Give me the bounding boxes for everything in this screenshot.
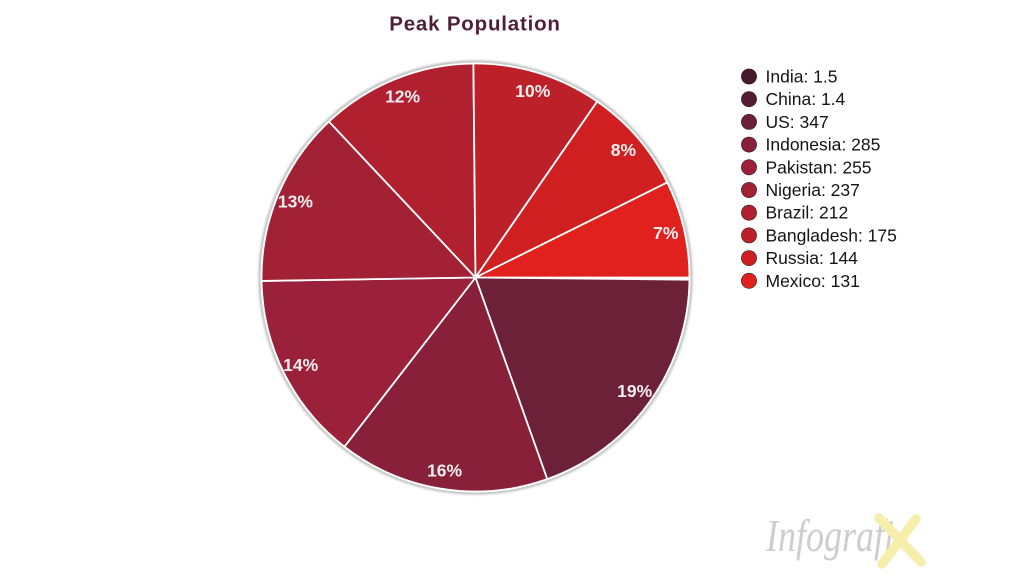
svg-text:14%: 14% xyxy=(283,355,318,375)
svg-text:Pakistan: 255: Pakistan: 255 xyxy=(766,157,872,177)
svg-text:8%: 8% xyxy=(611,140,637,160)
svg-text:Indonesia: 285: Indonesia: 285 xyxy=(766,135,881,155)
svg-text:China: 1.4: China: 1.4 xyxy=(766,89,846,109)
svg-text:Infografi: Infografi xyxy=(765,510,894,561)
svg-text:US: 347: US: 347 xyxy=(766,112,829,132)
svg-text:Brazil: 212: Brazil: 212 xyxy=(766,203,849,223)
svg-text:Russia: 144: Russia: 144 xyxy=(766,248,859,268)
svg-text:Mexico: 131: Mexico: 131 xyxy=(766,271,860,291)
svg-text:16%: 16% xyxy=(427,461,462,481)
svg-text:Peak Population: Peak Population xyxy=(389,13,560,36)
svg-text:Bangladesh: 175: Bangladesh: 175 xyxy=(766,225,897,245)
svg-text:13%: 13% xyxy=(278,192,313,212)
svg-text:Nigeria: 237: Nigeria: 237 xyxy=(766,180,860,200)
svg-text:10%: 10% xyxy=(515,81,550,101)
svg-text:7%: 7% xyxy=(653,223,679,243)
svg-text:12%: 12% xyxy=(385,86,420,106)
svg-text:India: 1.5: India: 1.5 xyxy=(766,67,838,87)
svg-text:19%: 19% xyxy=(617,381,652,401)
